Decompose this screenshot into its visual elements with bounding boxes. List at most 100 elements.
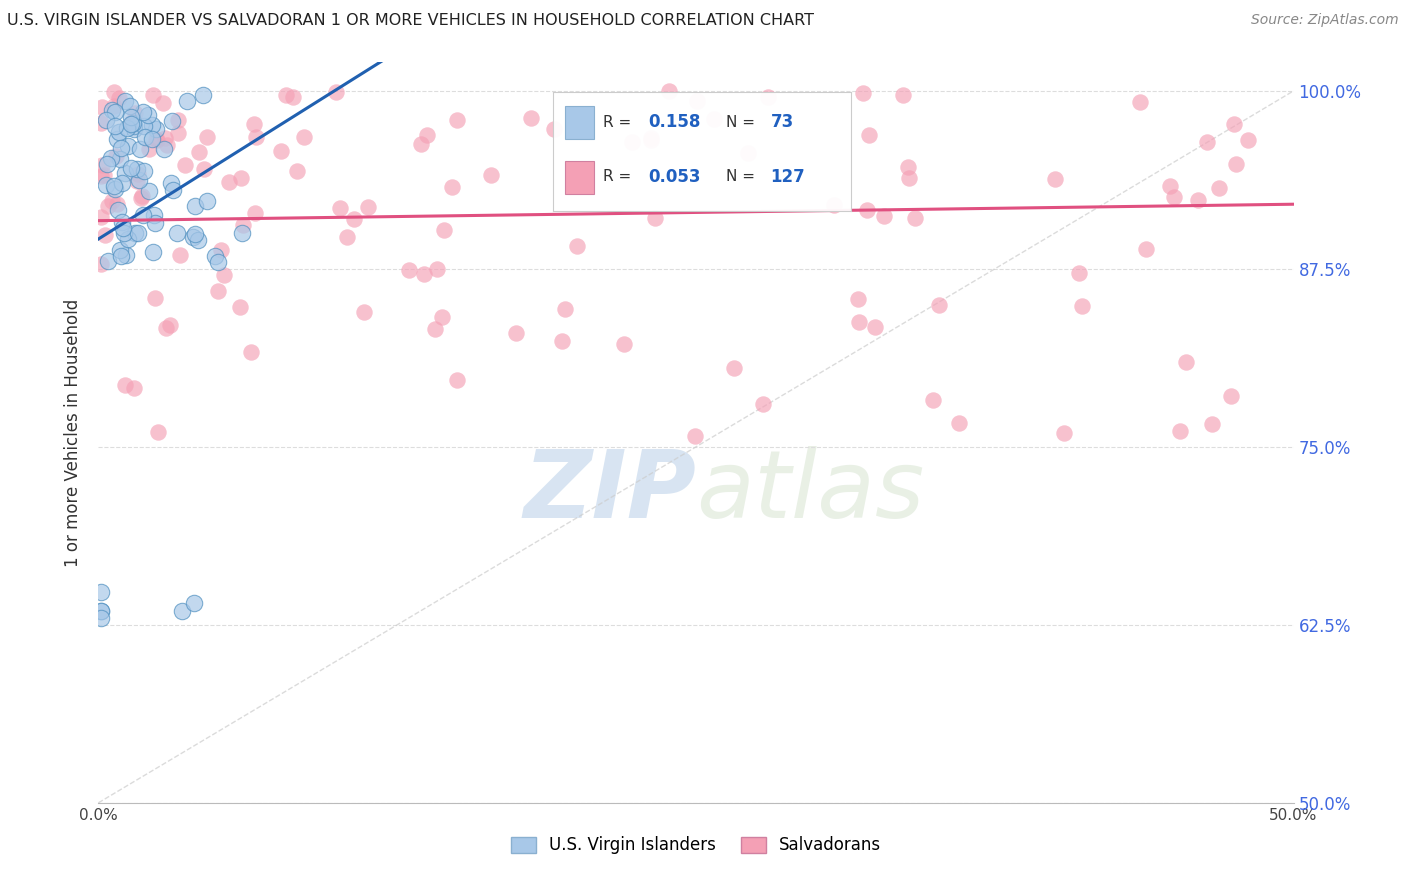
Point [433,222,456,236]
Point [183,229,205,244]
Point [1223,117,1246,131]
Point [120,161,142,175]
Point [120,111,142,125]
Point [128,173,150,187]
Point [229,300,252,314]
Point [426,262,449,277]
Point [132,105,155,120]
Point [1201,417,1223,431]
Point [162,183,184,197]
Point [110,249,132,263]
Point [114,95,136,109]
Point [143,207,166,221]
Point [120,117,142,131]
Point [167,112,190,127]
Point [115,121,138,136]
Point [90,604,112,618]
Point [173,158,195,172]
Point [124,106,146,120]
Point [207,284,229,298]
Point [96,156,118,170]
Point [141,132,163,146]
Point [114,165,136,179]
Point [343,212,366,227]
Point [91,100,114,114]
Point [270,144,292,158]
Point [184,227,207,241]
Point [737,145,759,160]
Point [245,129,267,144]
Point [432,310,454,324]
Point [285,164,308,178]
Point [97,199,120,213]
Point [413,267,436,281]
Point [90,169,112,183]
Point [138,142,160,156]
Point [142,245,165,260]
Legend: U.S. Virgin Islanders, Salvadorans: U.S. Virgin Islanders, Salvadorans [503,830,889,861]
Point [686,94,709,108]
Point [520,111,543,125]
Point [195,129,218,144]
Point [685,429,707,443]
Point [94,113,117,128]
Point [90,604,112,618]
Point [103,179,125,194]
Point [550,334,572,349]
Point [111,176,134,190]
Point [112,226,135,240]
Point [132,208,155,222]
Point [146,425,169,440]
Point [187,145,209,160]
Point [104,105,127,120]
Point [90,116,112,130]
Point [127,167,149,181]
Point [141,118,163,132]
Point [103,182,125,196]
Point [91,158,114,172]
Point [204,249,226,263]
Point [613,336,636,351]
Point [1187,193,1209,207]
Point [848,314,870,328]
Point [1159,178,1181,193]
Point [928,297,950,311]
Point [142,87,165,102]
Point [218,175,240,189]
Point [143,217,166,231]
Point [132,163,155,178]
Point [128,142,150,156]
Point [105,197,128,211]
Point [110,141,132,155]
Point [823,198,845,212]
Point [117,232,139,246]
Point [145,121,167,136]
Point [193,162,215,177]
Point [100,194,122,208]
Point [121,116,143,130]
Point [114,377,136,392]
Point [723,361,745,376]
Point [124,122,146,136]
Point [207,254,229,268]
Point [125,174,148,188]
Point [554,302,576,317]
Point [187,233,209,247]
Point [640,133,662,147]
Point [156,138,179,153]
Point [353,305,375,319]
Point [229,171,252,186]
Point [117,139,139,153]
Point [1045,171,1067,186]
Point [90,611,112,625]
Point [752,397,775,411]
Point [644,211,666,225]
Point [1236,133,1258,147]
Point [100,151,122,165]
Point [863,320,886,334]
Point [172,604,194,618]
Point [1069,266,1091,280]
Point [281,90,304,104]
Point [120,116,142,130]
Point [93,227,115,242]
